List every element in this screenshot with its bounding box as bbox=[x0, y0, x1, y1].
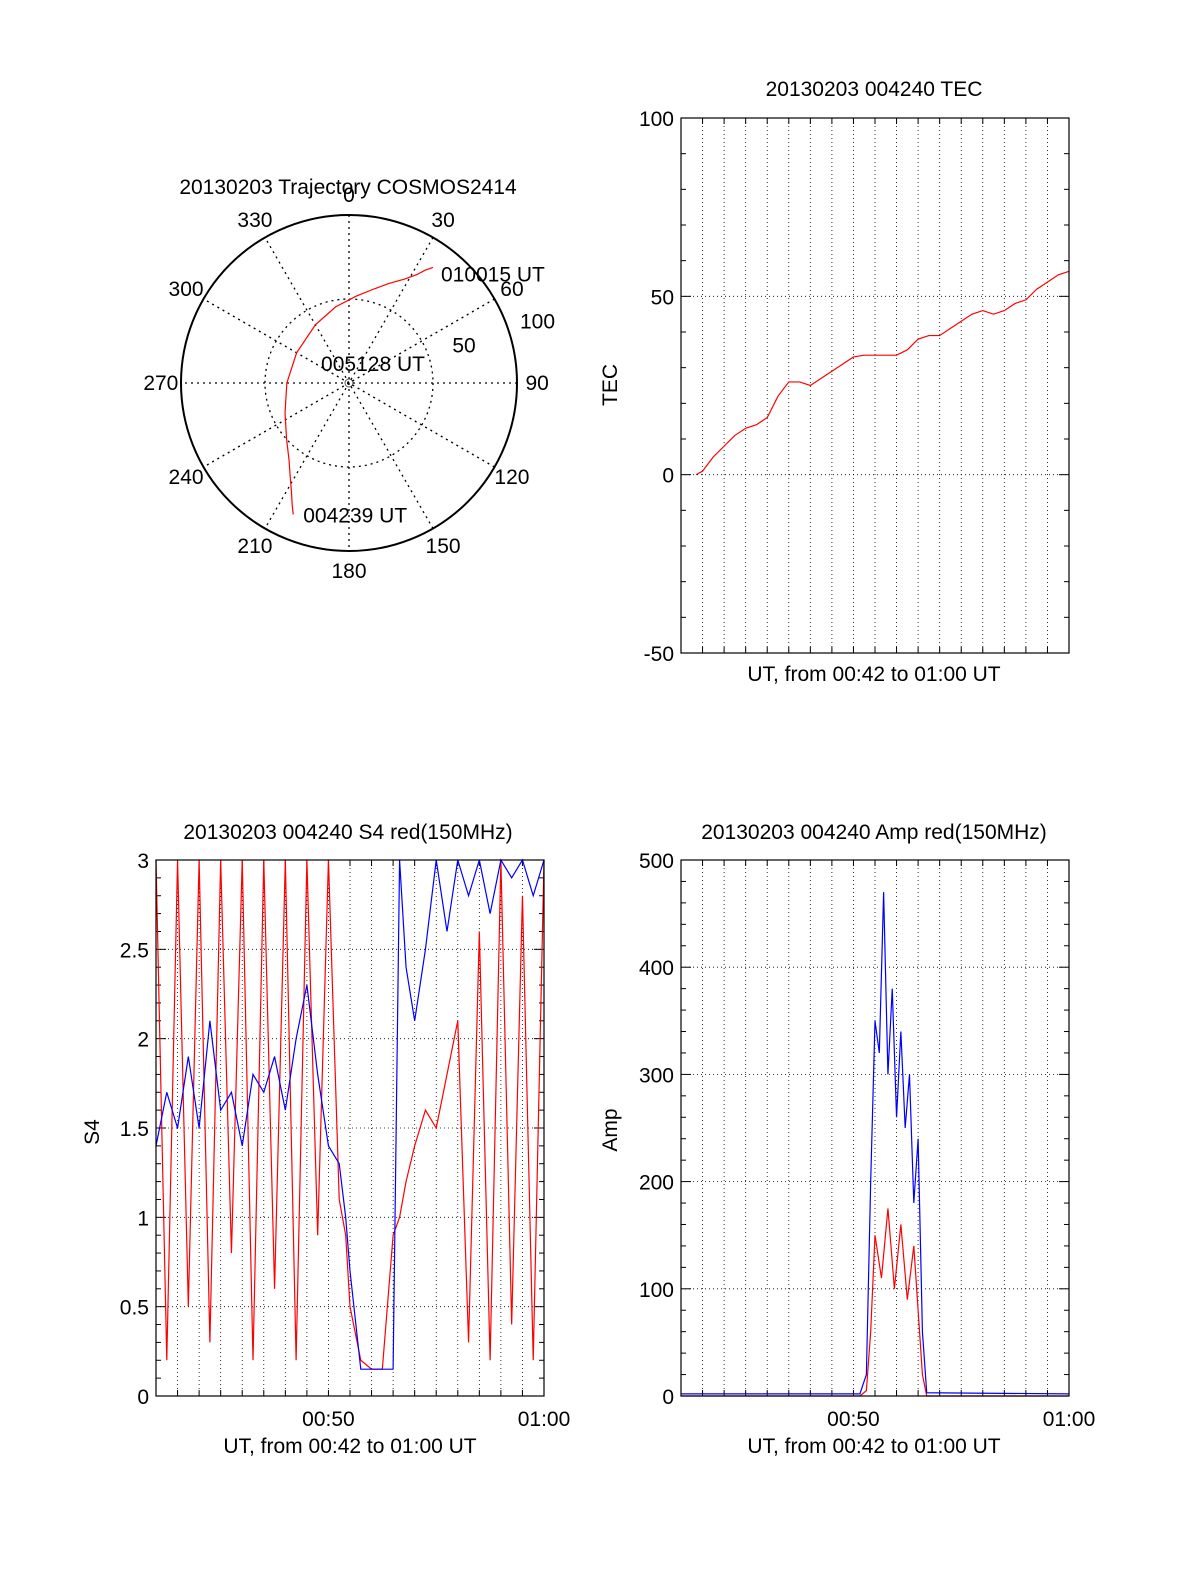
amp-y-tick-label: 500 bbox=[639, 850, 674, 873]
amp-y-tick-label: 200 bbox=[639, 1172, 674, 1195]
s4-y-tick-label: 2.5 bbox=[120, 939, 149, 962]
amp-y-tick-label: 0 bbox=[662, 1386, 674, 1409]
polar-point-labels: 004239 UT 005128 UT 010015 UT bbox=[303, 263, 545, 527]
polar-panel: 20130203 Trajectory COSMOS2414 0 30 60 90 12… bbox=[143, 176, 555, 583]
s4-y-tick-label: 2 bbox=[137, 1029, 149, 1052]
amp-y-tick-label: 300 bbox=[639, 1064, 674, 1087]
amp-series-line bbox=[681, 1208, 1069, 1397]
amp-y-tick-label: 100 bbox=[639, 1279, 674, 1302]
tec-y-tick-label: 0 bbox=[662, 465, 674, 488]
polar-azimuth-label: 150 bbox=[426, 535, 461, 558]
s4-series bbox=[155, 858, 545, 1370]
polar-title: 20130203 Trajectory COSMOS2414 bbox=[179, 176, 517, 199]
polar-azimuth-label: 300 bbox=[169, 278, 204, 301]
tec-grid bbox=[681, 117, 1069, 654]
polar-azimuth-label: 270 bbox=[143, 372, 178, 395]
tec-x-axis-label: UT, from 00:42 to 01:00 UT bbox=[747, 663, 1000, 686]
s4-y-tick-label: 3 bbox=[137, 850, 149, 873]
tec-series-line bbox=[695, 270, 1070, 476]
s4-y-tick-labels: 0 0.5 1 1.5 2 2.5 3 bbox=[120, 850, 149, 1409]
polar-point-label: 010015 UT bbox=[441, 263, 545, 286]
polar-azimuth-label: 120 bbox=[494, 466, 529, 489]
s4-y-tick-label: 1.5 bbox=[120, 1118, 149, 1141]
tec-series bbox=[695, 270, 1070, 476]
s4-x-tick-label: 00:50 bbox=[302, 1408, 355, 1431]
polar-azimuth-label: 330 bbox=[237, 209, 272, 232]
polar-elevation-label: 100 bbox=[520, 311, 555, 334]
polar-grid bbox=[180, 214, 518, 552]
polar-point-label: 005128 UT bbox=[321, 353, 425, 376]
polar-trajectory-series bbox=[284, 266, 434, 515]
polar-elevation-label: 50 bbox=[452, 335, 475, 358]
s4-series-line bbox=[155, 859, 545, 1370]
tec-y-tick-labels: -50 0 50 100 bbox=[639, 108, 674, 666]
tec-title: 20130203 004240 TEC bbox=[766, 78, 983, 101]
amp-panel: 20130203 004240 Amp red(150MHz) 0 100 200 3… bbox=[599, 821, 1095, 1458]
tec-y-axis-label: TEC bbox=[599, 364, 622, 406]
tec-y-tick-label: -50 bbox=[644, 643, 674, 666]
tec-y-tick-label: 50 bbox=[651, 286, 674, 309]
tec-y-tick-label: 100 bbox=[639, 108, 674, 131]
amp-plot-frame bbox=[680, 859, 1070, 1397]
s4-y-tick-label: 0.5 bbox=[120, 1297, 149, 1320]
polar-azimuth-label: 30 bbox=[431, 209, 454, 232]
s4-panel: 20130203 004240 S4 red(150MHz) 0 0.5 1 1.5 2… bbox=[81, 821, 570, 1458]
polar-point-label: 004239 UT bbox=[303, 504, 407, 527]
polar-azimuth-label: 90 bbox=[525, 372, 548, 395]
polar-azimuth-label: 0 bbox=[343, 184, 355, 207]
polar-trajectory-line bbox=[284, 266, 434, 515]
amp-y-axis-label: Amp bbox=[599, 1108, 622, 1151]
tec-panel: 20130203 004240 TEC -50 0 50 100 UT, from 0… bbox=[599, 78, 1070, 686]
s4-y-axis-label: S4 bbox=[81, 1119, 104, 1145]
amp-x-axis-label: UT, from 00:42 to 01:00 UT bbox=[747, 1435, 1000, 1458]
amp-y-tick-labels: 0 100 200 300 400 500 bbox=[639, 850, 674, 1409]
s4-y-tick-label: 0 bbox=[137, 1386, 149, 1409]
polar-azimuth-label: 210 bbox=[237, 535, 272, 558]
amp-x-tick-labels: 00:50 01:00 bbox=[827, 1408, 1095, 1431]
s4-x-tick-label: 01:00 bbox=[518, 1408, 571, 1431]
s4-plot-frame bbox=[155, 859, 545, 1397]
polar-azimuth-labels: 0 30 60 90 120 150 180 210 240 270 300 330 bbox=[143, 184, 549, 583]
s4-y-tick-label: 1 bbox=[137, 1207, 149, 1230]
tec-plot-frame bbox=[680, 117, 1070, 654]
amp-y-tick-label: 400 bbox=[639, 957, 674, 980]
polar-azimuth-label: 240 bbox=[169, 466, 204, 489]
polar-azimuth-label: 60 bbox=[500, 278, 523, 301]
s4-x-axis-label: UT, from 00:42 to 01:00 UT bbox=[223, 1435, 476, 1458]
polar-spoke bbox=[264, 237, 434, 529]
amp-series bbox=[681, 892, 1070, 1397]
amp-x-tick-label: 00:50 bbox=[827, 1408, 880, 1431]
amp-title: 20130203 004240 Amp red(150MHz) bbox=[701, 821, 1047, 844]
s4-x-tick-labels: 00:50 01:00 bbox=[302, 1408, 570, 1431]
amp-series-line bbox=[681, 892, 1070, 1395]
polar-azimuth-label: 180 bbox=[331, 560, 366, 583]
amp-x-tick-label: 01:00 bbox=[1043, 1408, 1096, 1431]
s4-series-line bbox=[155, 858, 545, 1370]
s4-title: 20130203 004240 S4 red(150MHz) bbox=[183, 821, 512, 844]
polar-elevation-labels: 50 100 bbox=[452, 311, 555, 358]
